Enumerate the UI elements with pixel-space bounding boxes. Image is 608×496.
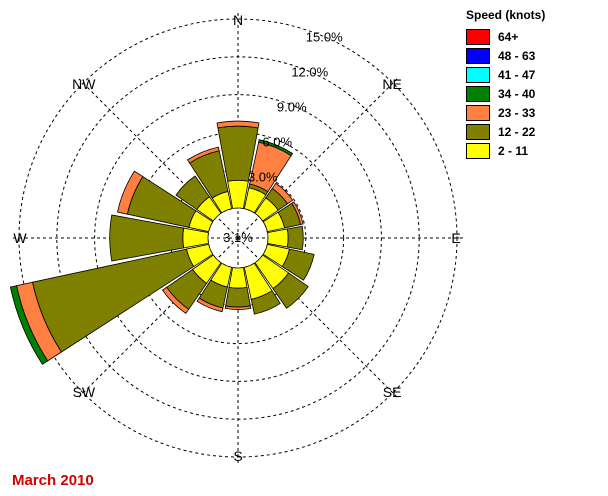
legend-swatch bbox=[466, 86, 490, 102]
ring-label: 9.0% bbox=[277, 100, 307, 115]
label-layer: 3.0% 6.0% 9.0% 12.0% 15.0% 3.1% N NE E SE S SW W NW bbox=[13, 12, 460, 464]
grid-ring bbox=[56, 56, 420, 420]
petal-ssw-segment bbox=[196, 297, 224, 313]
petal-ne-segment bbox=[271, 182, 294, 205]
compass-label-s: S bbox=[233, 448, 242, 464]
legend-item: 64+ bbox=[466, 28, 596, 46]
petal-wnw-segment bbox=[117, 170, 144, 215]
legend-swatch bbox=[466, 124, 490, 140]
legend-swatch bbox=[466, 143, 490, 159]
legend-item: 34 - 40 bbox=[466, 85, 596, 103]
petal-layer bbox=[9, 120, 315, 365]
grid-ring bbox=[94, 94, 382, 382]
petal-s-segment bbox=[228, 267, 248, 289]
petal-nw-segment bbox=[175, 175, 211, 211]
petal-wsw-segment bbox=[9, 285, 49, 365]
legend-label: 48 - 63 bbox=[498, 49, 536, 63]
compass-label-e: E bbox=[451, 230, 460, 246]
petal-n-segment bbox=[216, 120, 260, 129]
calm-percent-label: 3.1% bbox=[223, 230, 253, 245]
legend-label: 34 - 40 bbox=[498, 87, 536, 101]
ring-label: 12.0% bbox=[291, 65, 328, 80]
compass-label-nw: NW bbox=[72, 76, 96, 92]
petal-ene-segment bbox=[291, 201, 304, 226]
legend-label: 23 - 33 bbox=[498, 106, 536, 120]
chart-period-label: March 2010 bbox=[12, 472, 94, 489]
legend-title: Speed (knots) bbox=[466, 8, 546, 22]
legend-item: 2 - 11 bbox=[466, 142, 596, 160]
petal-w-segment bbox=[109, 214, 185, 262]
petal-nnw-segment bbox=[186, 146, 220, 164]
legend-item: 12 - 22 bbox=[466, 123, 596, 141]
petal-e-segment bbox=[267, 228, 289, 248]
compass-label-w: W bbox=[13, 230, 27, 246]
legend-swatch bbox=[466, 67, 490, 83]
ring-label: 3.0% bbox=[248, 169, 278, 184]
petal-ese-segment bbox=[281, 248, 315, 281]
compass-label-se: SE bbox=[383, 384, 402, 400]
ring-label: 6.0% bbox=[262, 134, 292, 149]
legend-label: 2 - 11 bbox=[498, 144, 529, 158]
legend-item: 23 - 33 bbox=[466, 104, 596, 122]
legend-items: 64+ 48 - 63 41 - 47 34 - 40 23 - 33 12 - 22 2 … bbox=[466, 28, 596, 160]
petal-se-segment bbox=[272, 272, 309, 309]
compass-label-n: N bbox=[233, 12, 243, 28]
petal-wsw-segment bbox=[32, 248, 195, 353]
legend-item: 48 - 63 bbox=[466, 47, 596, 65]
petal-s-segment bbox=[225, 286, 251, 308]
legend-label: 64+ bbox=[498, 30, 519, 44]
petal-e-segment bbox=[286, 225, 304, 251]
ring-label: 15.0% bbox=[306, 30, 343, 45]
legend-swatch bbox=[466, 48, 490, 64]
legend-swatch bbox=[466, 29, 490, 45]
petal-sw-segment bbox=[161, 286, 190, 315]
petal-s-segment bbox=[224, 305, 252, 310]
legend-label: 41 - 47 bbox=[498, 68, 536, 82]
legend-swatch bbox=[466, 105, 490, 121]
legend-item: 41 - 47 bbox=[466, 66, 596, 84]
legend: Speed (knots) 64+ 48 - 63 41 - 47 34 - 40 23… bbox=[466, 8, 596, 161]
petal-nne-segment bbox=[258, 139, 294, 157]
grid-ring bbox=[18, 18, 458, 458]
petal-sse-segment bbox=[250, 290, 281, 315]
compass-label-ne: NE bbox=[382, 76, 401, 92]
compass-label-sw: SW bbox=[73, 384, 96, 400]
legend-label: 12 - 22 bbox=[498, 125, 536, 139]
